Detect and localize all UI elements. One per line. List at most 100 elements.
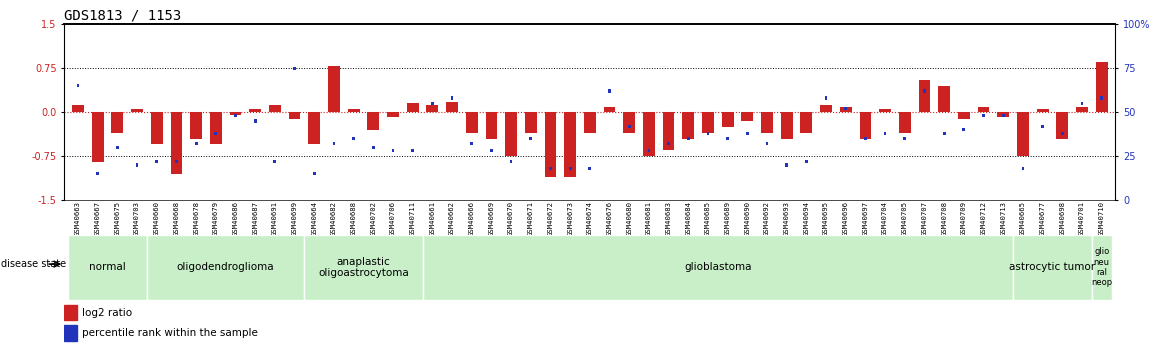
Bar (1056, 112, 1069, 138)
Bar (820, 105, 832, 112)
Bar (230, 112, 242, 115)
Bar (1041, 125, 1044, 128)
Bar (249, 109, 262, 112)
Bar (131, 109, 142, 112)
Bar (884, 132, 887, 135)
Bar (604, 107, 616, 112)
Bar (1013, 235, 1092, 300)
Bar (1076, 107, 1087, 112)
Bar (800, 112, 812, 132)
Bar (446, 101, 458, 112)
Text: oligodendroglioma: oligodendroglioma (176, 263, 274, 272)
Bar (978, 107, 989, 112)
Bar (746, 132, 749, 135)
Bar (682, 112, 694, 138)
Bar (1002, 114, 1004, 117)
Bar (423, 235, 1013, 300)
Bar (1017, 112, 1029, 156)
Bar (667, 142, 670, 145)
Bar (151, 112, 162, 144)
Bar (762, 112, 773, 132)
Bar (780, 112, 793, 138)
Text: percentile rank within the sample: percentile rank within the sample (82, 328, 258, 338)
Bar (471, 142, 473, 145)
Bar (938, 86, 950, 112)
Bar (628, 125, 631, 128)
Bar (844, 107, 847, 110)
Bar (805, 160, 808, 163)
Bar (549, 167, 551, 170)
Text: glioblastoma: glioblastoma (684, 263, 751, 272)
Bar (687, 137, 689, 140)
Bar (92, 112, 104, 162)
Bar (451, 97, 453, 100)
Bar (348, 109, 360, 112)
Bar (195, 142, 197, 145)
Bar (305, 235, 423, 300)
Bar (466, 112, 478, 132)
Bar (1022, 167, 1024, 170)
Bar (997, 112, 1009, 117)
Bar (288, 112, 300, 119)
Bar (77, 84, 79, 87)
Bar (293, 67, 296, 70)
Bar (880, 109, 891, 112)
Bar (1061, 132, 1064, 135)
Bar (72, 105, 84, 112)
Bar (253, 119, 257, 122)
Bar (903, 137, 906, 140)
Bar (864, 137, 867, 140)
Bar (589, 167, 591, 170)
Bar (210, 112, 222, 144)
Bar (411, 149, 413, 152)
Bar (308, 112, 320, 144)
Bar (96, 172, 99, 175)
Bar (584, 112, 596, 132)
Text: disease state: disease state (1, 259, 67, 269)
Bar (406, 104, 418, 112)
Bar (707, 132, 709, 135)
Bar (785, 163, 788, 167)
Bar (943, 132, 946, 135)
Bar (962, 128, 965, 131)
Bar (269, 105, 280, 112)
Bar (726, 137, 729, 140)
Bar (742, 112, 753, 121)
Bar (155, 160, 158, 163)
Bar (702, 112, 714, 132)
Text: astrocytic tumor: astrocytic tumor (1009, 263, 1096, 272)
Bar (899, 112, 911, 132)
Bar (68, 235, 147, 300)
Bar (1037, 109, 1049, 112)
Bar (1100, 97, 1103, 100)
Bar (116, 146, 119, 149)
Bar (509, 160, 513, 163)
Bar (722, 112, 734, 127)
Text: anaplastic
oligoastrocytoma: anaplastic oligoastrocytoma (318, 257, 409, 278)
Bar (111, 112, 124, 132)
Text: normal: normal (89, 263, 126, 272)
Bar (624, 112, 635, 132)
Bar (368, 112, 380, 130)
Bar (333, 142, 335, 145)
Bar (190, 112, 202, 138)
Bar (923, 89, 926, 92)
Bar (766, 142, 769, 145)
Bar (147, 235, 305, 300)
Bar (234, 114, 237, 117)
Bar (564, 112, 576, 177)
Bar (958, 112, 969, 119)
Bar (64, 325, 77, 341)
Bar (64, 305, 77, 320)
Bar (982, 114, 985, 117)
Bar (609, 89, 611, 92)
Bar (1092, 235, 1112, 300)
Bar (918, 80, 931, 112)
Bar (371, 146, 375, 149)
Bar (215, 132, 217, 135)
Bar (544, 112, 556, 177)
Bar (491, 149, 493, 152)
Bar (391, 149, 395, 152)
Text: GDS1813 / 1153: GDS1813 / 1153 (64, 9, 181, 23)
Bar (328, 66, 340, 112)
